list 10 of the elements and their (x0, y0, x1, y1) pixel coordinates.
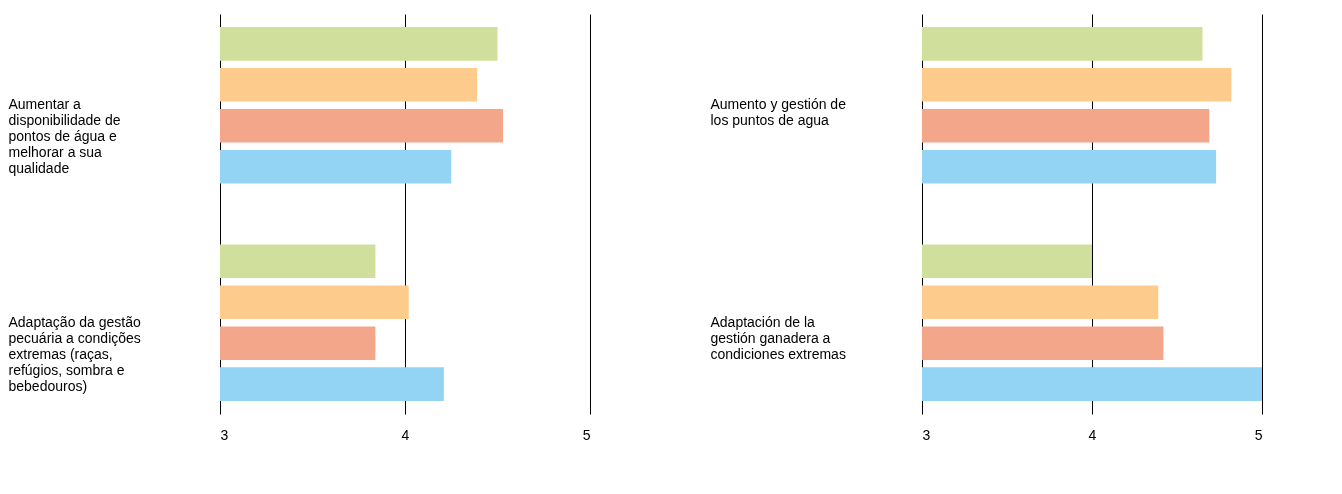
x-tick-label: 5 (1254, 426, 1263, 443)
y-tick-label: Aumentar a disponibilidade de pontos de água e melhorar a sua qualidade (8, 96, 121, 177)
y-tick-label: Adaptación de la gestión ganadera a condiciones extremas (710, 313, 846, 362)
x-tick-label: 5 (582, 426, 591, 443)
x-tick-label: 4 (1088, 426, 1097, 443)
x-tick-label: 3 (220, 426, 229, 443)
y-tick-label: Adaptação da gestão pecuária a condições extremas (raças, refúgios, sombra e bebedouros) (8, 313, 142, 394)
x-tick-label: 3 (922, 426, 931, 443)
y-tick-label: Aumento y gestión de los puntos de agua (710, 96, 847, 129)
x-tick-label: 4 (401, 426, 410, 443)
